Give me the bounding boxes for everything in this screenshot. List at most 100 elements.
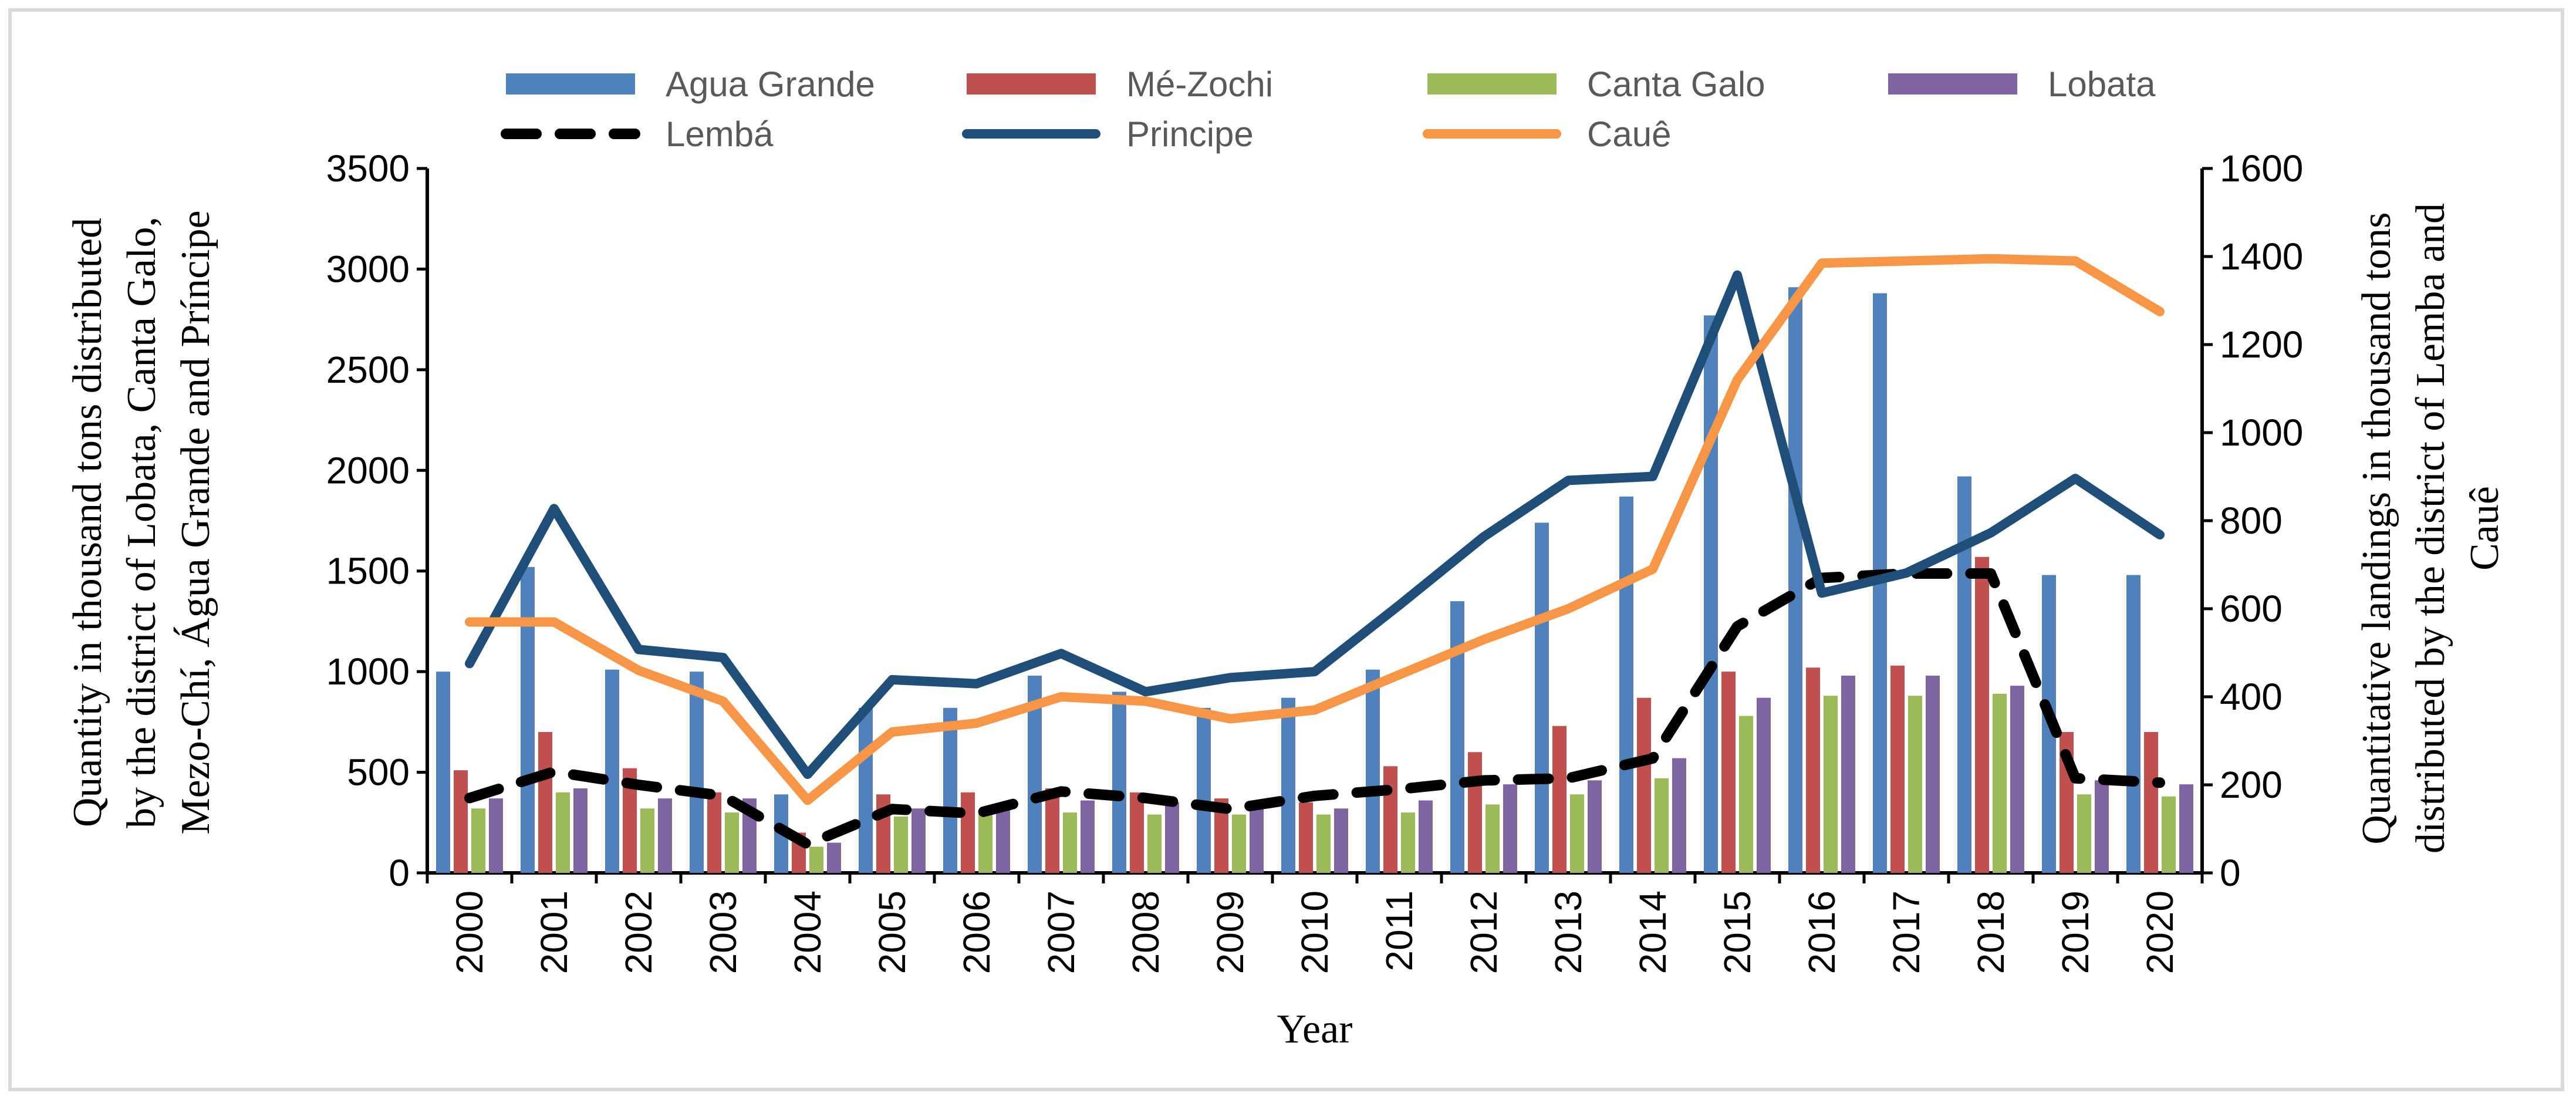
x-tick-label-2000: 2000 (448, 891, 491, 974)
y-left-tick-label-0: 0 (389, 852, 410, 894)
x-tick-label-2011: 2011 (1378, 891, 1420, 972)
legend-label-principe: Principe (1126, 114, 1254, 154)
bar-lobata-2010 (1334, 808, 1348, 873)
legend-label-lobata: Lobata (2048, 65, 2156, 104)
bar-lobata-2012 (1503, 784, 1517, 873)
bar-canta-galo-2005 (894, 817, 908, 873)
bar-canta-galo-2015 (1739, 716, 1753, 873)
y-left-tick-label-2500: 2500 (326, 349, 410, 391)
bar-me-zochi-2016 (1806, 667, 1820, 873)
legend-item-agua-grande: Agua Grande (506, 65, 875, 104)
bar-canta-galo-2013 (1570, 794, 1584, 873)
axis-title-line: distributed by the district of Lemba and (2408, 203, 2453, 854)
bar-canta-galo-2016 (1824, 696, 1838, 873)
x-tick-label-2010: 2010 (1294, 891, 1336, 974)
bar-agua-grande-2015 (1704, 315, 1718, 873)
bar-agua-grande-2009 (1197, 707, 1211, 873)
bar-lobata-2018 (2010, 686, 2024, 873)
bar-agua-grande-2006 (943, 707, 957, 873)
y-axis-left-title: Quantity in thousand tons distributed by … (65, 210, 218, 834)
bar-agua-grande-2002 (605, 669, 619, 873)
legend-swatch-me-zochi (967, 73, 1096, 95)
axis-title-line: by the district of Lobata, Canta Galo, (119, 217, 164, 828)
legend-item-canta-galo: Canta Galo (1427, 65, 1765, 104)
bar-lobata-2001 (573, 788, 588, 873)
bar-agua-grande-2012 (1450, 601, 1464, 873)
x-tick-label-2019: 2019 (2054, 891, 2096, 974)
bar-lobata-2017 (1926, 676, 1940, 873)
legend-swatch-lobata (1888, 73, 2017, 95)
y-right-tick-label-600: 600 (2220, 588, 2283, 630)
bar-canta-galo-2001 (556, 792, 570, 873)
bar-me-zochi-2011 (1383, 766, 1397, 873)
bar-lobata-2007 (1081, 800, 1095, 873)
bar-lobata-2002 (658, 798, 672, 873)
bar-me-zochi-2006 (961, 792, 975, 873)
bar-canta-galo-2020 (2162, 796, 2176, 873)
bar-lobata-2020 (2179, 784, 2193, 873)
bar-me-zochi-2010 (1299, 802, 1313, 873)
bar-lobata-2011 (1419, 800, 1433, 873)
bar-agua-grande-2008 (1112, 692, 1126, 873)
y-left-tick-label-3000: 3000 (326, 248, 410, 290)
bar-lobata-2014 (1672, 758, 1686, 873)
axis-title-line: Quantitative landings in thousand tons (2354, 212, 2399, 844)
x-tick-label-2005: 2005 (871, 891, 913, 974)
legend-label-lemba: Lembá (666, 114, 774, 154)
x-tick-label-2001: 2001 (533, 891, 575, 974)
legend-label-caue: Cauê (1587, 114, 1671, 154)
bar-canta-galo-2010 (1316, 814, 1331, 873)
legend-swatch-canta-galo (1427, 73, 1557, 95)
legend-item-principe: Principe (962, 114, 1254, 154)
y-left-tick-label-500: 500 (347, 751, 410, 794)
bar-agua-grande-2020 (2126, 575, 2141, 873)
ticks-group: 0 500 1000 1500 2000 2500 3000 3500 0 200 400 600 80… (326, 147, 2304, 974)
bar-agua-grande-2005 (859, 707, 873, 873)
line-caue (465, 254, 2165, 805)
bar-agua-grande-2010 (1281, 697, 1295, 873)
bar-me-zochi-2003 (707, 792, 721, 873)
bar-me-zochi-2001 (538, 732, 552, 873)
bar-lobata-2005 (911, 808, 926, 873)
x-tick-label-2003: 2003 (702, 891, 744, 974)
legend-item-lemba: Lembá (501, 114, 774, 154)
bar-canta-galo-2014 (1655, 778, 1669, 873)
x-tick-label-2007: 2007 (1040, 891, 1082, 974)
legend-swatch-agua-grande (506, 73, 635, 95)
bar-canta-galo-2009 (1232, 814, 1246, 873)
y-left-tick-label-1000: 1000 (326, 650, 410, 693)
y-axis-right-title: Quantitative landings in thousand tons di… (2354, 203, 2507, 854)
y-left-tick-label-2000: 2000 (326, 449, 410, 491)
y-left-tick-label-1500: 1500 (326, 550, 410, 592)
y-right-tick-label-0: 0 (2220, 852, 2241, 894)
axis-title-line: Mezo-Chí, Água Grande and Príncipe (173, 210, 218, 834)
bar-agua-grande-2016 (1788, 287, 1802, 873)
legend-item-lobata: Lobata (1888, 65, 2156, 104)
y-right-tick-label-800: 800 (2220, 500, 2283, 542)
bar-canta-galo-2017 (1908, 696, 1922, 873)
bar-agua-grande-2000 (436, 672, 450, 873)
bar-agua-grande-2011 (1366, 669, 1380, 873)
bar-agua-grande-2003 (690, 672, 704, 873)
bar-me-zochi-2020 (2144, 732, 2158, 873)
bar-me-zochi-2015 (1721, 672, 1736, 873)
bar-me-zochi-2013 (1552, 726, 1566, 873)
x-tick-label-2016: 2016 (1801, 891, 1843, 974)
bar-agua-grande-2014 (1619, 496, 1633, 873)
bar-lobata-2009 (1250, 808, 1264, 873)
bar-agua-grande-2018 (1957, 476, 1971, 873)
y-right-tick-label-1000: 1000 (2220, 411, 2303, 454)
bar-canta-galo-2007 (1063, 812, 1077, 873)
x-tick-label-2009: 2009 (1209, 891, 1251, 974)
legend-label-agua-grande: Agua Grande (666, 65, 875, 104)
x-tick-label-2004: 2004 (786, 891, 829, 974)
bar-lobata-2008 (1165, 802, 1179, 873)
x-tick-label-2015: 2015 (1716, 891, 1758, 974)
bar-me-zochi-2008 (1130, 792, 1144, 873)
x-tick-label-2014: 2014 (1632, 891, 1674, 974)
x-tick-label-2018: 2018 (1970, 891, 2012, 974)
lines-group (464, 254, 2165, 850)
line-principe (465, 270, 2165, 779)
x-axis-title: Year (1277, 1007, 1353, 1052)
